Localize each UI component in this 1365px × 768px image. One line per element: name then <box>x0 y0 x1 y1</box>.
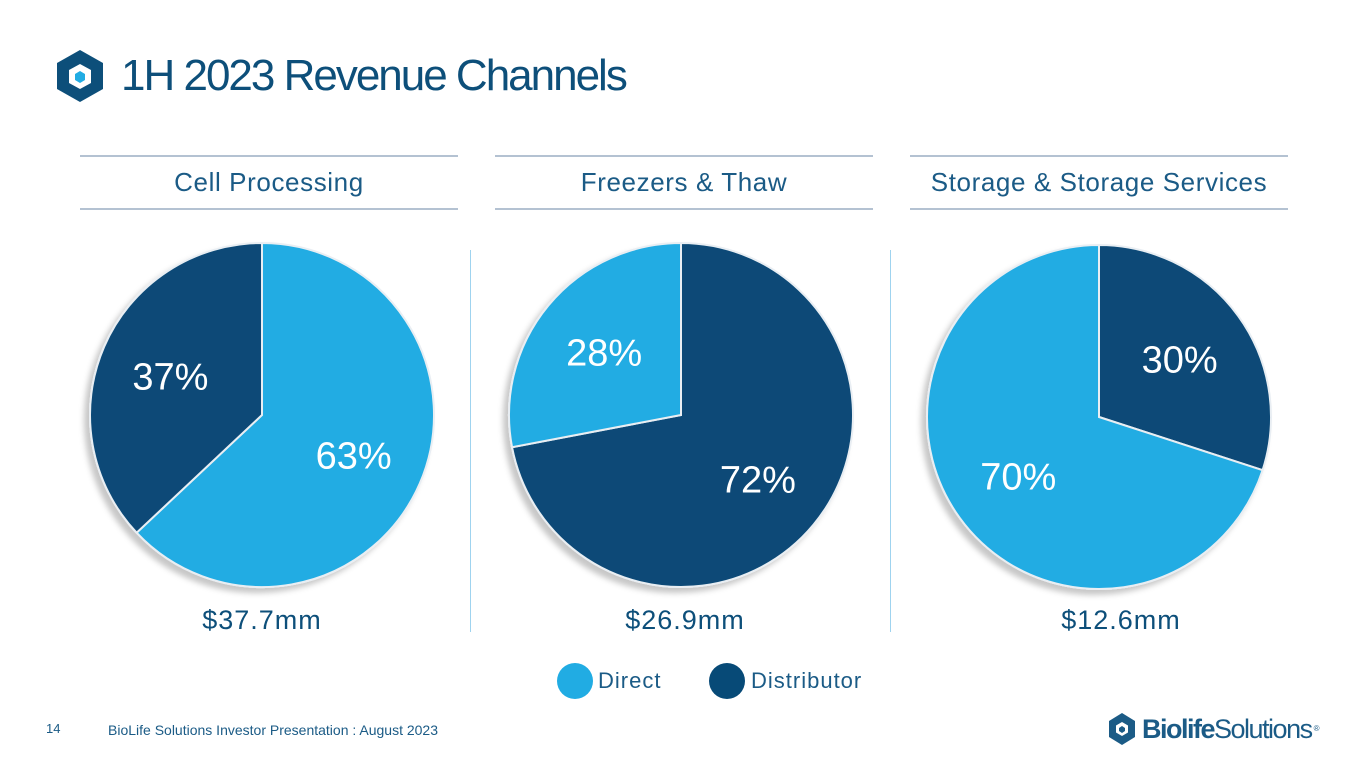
pie-storage-services <box>925 243 1272 590</box>
panel-title-cell-processing: Cell Processing <box>80 155 458 210</box>
pie-label-direct: 63% <box>316 436 392 478</box>
total-cell-processing: $37.7mm <box>202 605 322 635</box>
page-number: 14 <box>46 721 61 736</box>
pie-cell-processing <box>89 241 436 588</box>
pie-label-direct: 28% <box>566 332 642 374</box>
pie-slice-direct <box>925 243 1264 590</box>
biolife-cube-icon <box>57 50 103 102</box>
panel-divider <box>470 250 471 632</box>
pie-slice-distributor <box>89 241 263 535</box>
footer-text: BioLife Solutions Investor Presentation … <box>108 722 438 738</box>
legend-swatch-distributor <box>709 663 745 699</box>
page-title: 1H 2023 Revenue Channels <box>121 51 628 100</box>
pie-slice-distributor <box>510 241 855 588</box>
brand-logo-text: BiolifeSolutions ® <box>1142 714 1320 744</box>
total-storage-services: $12.6mm <box>1061 605 1181 635</box>
biolife-cube-icon <box>1109 713 1135 745</box>
pie-label-distributor: 37% <box>132 356 208 398</box>
pie-label-direct: 70% <box>980 457 1056 499</box>
panel-title-freezers-thaw: Freezers & Thaw <box>495 155 873 210</box>
total-freezers-thaw: $26.9mm <box>625 605 745 635</box>
pie-freezers-thaw <box>508 241 855 588</box>
panel-title-storage-services: Storage & Storage Services <box>910 155 1288 210</box>
pie-label-distributor: 30% <box>1142 339 1218 381</box>
legend-swatch-direct <box>557 663 593 699</box>
pie-slice-direct <box>508 241 682 449</box>
panel-divider <box>890 250 891 632</box>
pie-slice-distributor <box>1098 243 1272 472</box>
pie-slice-direct <box>135 241 436 588</box>
pie-label-distributor: 72% <box>720 460 796 502</box>
legend-label-direct: Direct <box>598 668 662 693</box>
legend-label-distributor: Distributor <box>751 668 863 693</box>
